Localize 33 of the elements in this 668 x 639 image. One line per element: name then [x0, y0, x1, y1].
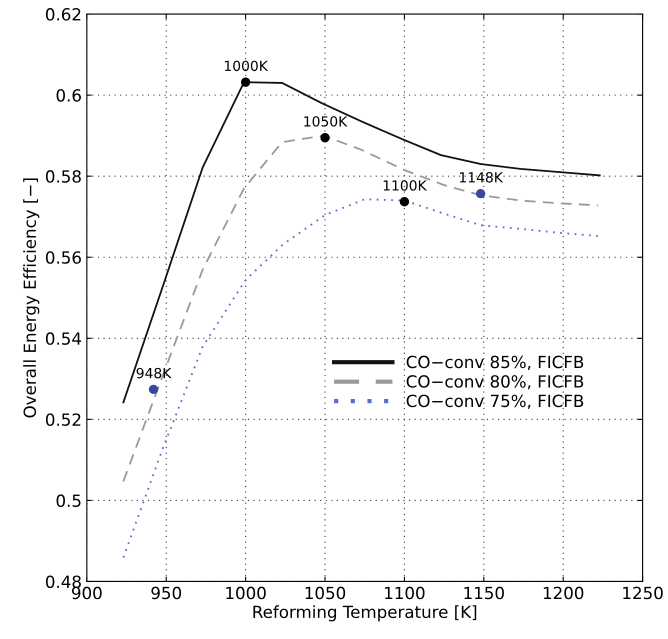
line-series	[122, 198, 601, 558]
y-tick-label: 0.56	[46, 251, 81, 264]
x-tick-label: 1250	[623, 586, 663, 600]
y-tick-label: 0.6	[56, 89, 81, 102]
y-tick-label: 0.48	[46, 575, 81, 588]
x-tick-label: 1200	[544, 586, 584, 600]
x-tick-label: 1000	[226, 586, 266, 600]
legend-label: CO−conv 80%, FICFB	[406, 375, 584, 390]
annotation: 1148K	[460, 172, 504, 183]
x-tick-label: 900	[72, 586, 102, 600]
y-tick-label: 0.62	[46, 8, 80, 21]
y-axis-title: Overall Energy Efficiency [−]	[23, 178, 40, 418]
y-tick-label: 0.52	[46, 413, 80, 426]
x-tick-label: 1150	[464, 586, 504, 600]
line-series	[122, 134, 600, 482]
x-axis-title: Reforming Temperature [K]	[253, 605, 476, 622]
point	[476, 188, 486, 198]
legend-label: CO−conv 85%, FICFB	[406, 356, 584, 370]
x-tick-label: 1100	[385, 586, 425, 600]
point	[320, 133, 330, 142]
y-tick-label: 0.5	[56, 494, 81, 507]
annotation: 1050K	[304, 116, 348, 127]
x-tick-label: 1050	[306, 586, 346, 600]
point	[400, 197, 410, 206]
annotation: 1000K	[224, 60, 268, 72]
y-tick-label: 0.58	[46, 170, 81, 183]
x-tick-label: 950	[151, 586, 182, 600]
annotation: 948K	[136, 368, 172, 378]
annotation: 1100K	[384, 180, 427, 191]
legend-label: CO−conv 75%, FICFB	[406, 394, 584, 409]
point	[240, 77, 250, 87]
y-tick-label: 0.54	[46, 332, 82, 345]
point	[148, 384, 158, 394]
